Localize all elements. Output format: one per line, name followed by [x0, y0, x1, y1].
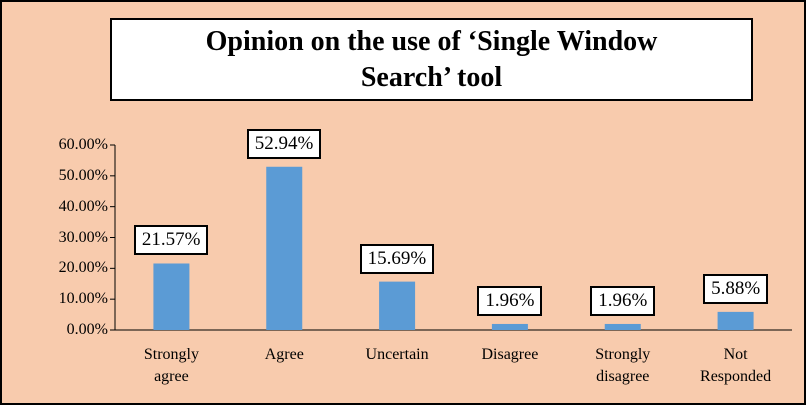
x-tick-label: Not Responded: [700, 346, 772, 385]
y-tick-label: 30.00%: [58, 228, 108, 246]
x-tick-label: Strongly disagree: [595, 346, 651, 385]
chart-title: Opinion on the use of ‘Single Window Sea…: [110, 18, 753, 101]
x-tick-label: Agree: [264, 346, 304, 363]
x-tick-label: Uncertain: [365, 346, 429, 363]
y-tick-label: 10.00%: [58, 290, 108, 308]
bar: [717, 311, 754, 330]
bar: [266, 166, 303, 330]
data-label: 1.96%: [590, 285, 656, 316]
data-label: 1.96%: [477, 285, 543, 316]
bar: [379, 281, 416, 330]
y-tick-label: 0.00%: [66, 321, 108, 338]
x-tick-label: Disagree: [481, 346, 539, 363]
y-tick-label: 60.00%: [58, 136, 108, 153]
data-label: 5.88%: [703, 273, 769, 304]
bar: [491, 323, 528, 330]
y-tick-label: 20.00%: [58, 259, 108, 277]
bar: [153, 263, 190, 330]
data-label: 21.57%: [133, 225, 209, 256]
y-tick-label: 50.00%: [58, 166, 108, 184]
x-tick-label: Strongly agree: [143, 346, 199, 385]
bar: [604, 323, 641, 330]
data-label: 52.94%: [246, 128, 322, 159]
y-tick-label: 40.00%: [58, 197, 108, 215]
data-label: 15.69%: [359, 243, 435, 274]
